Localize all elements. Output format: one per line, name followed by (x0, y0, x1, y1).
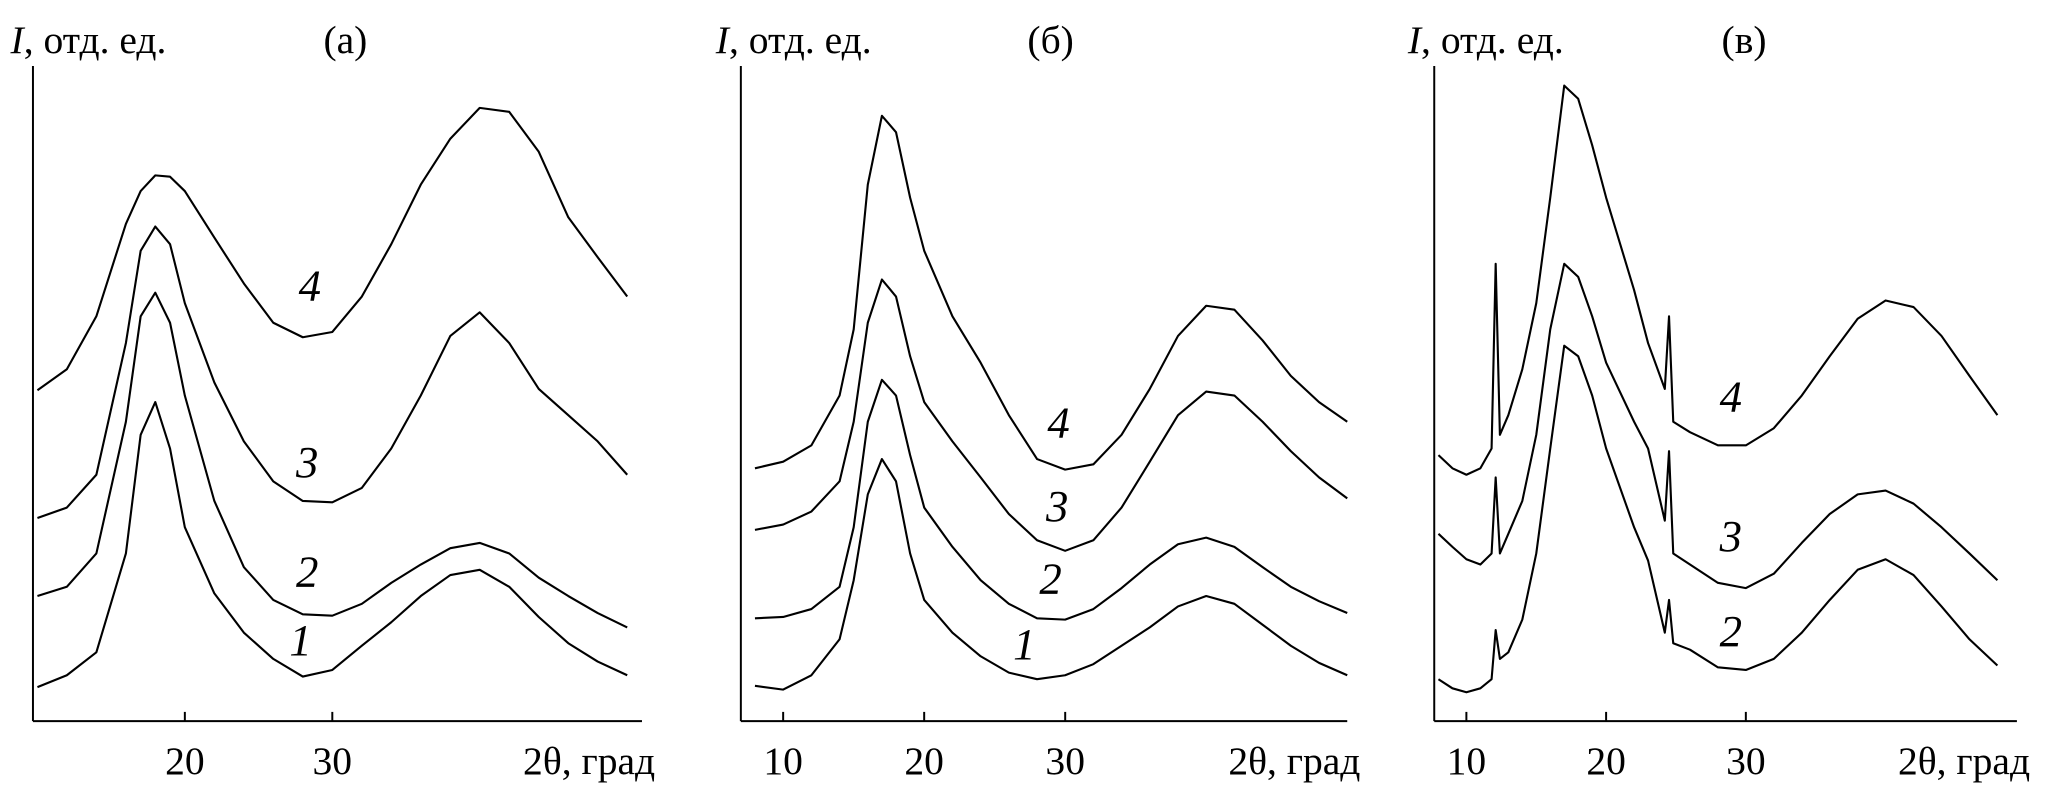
curve (1437, 344, 1999, 694)
x-axis-label: 2θ, град (1228, 739, 1360, 783)
y-axis-label: I, отд. ед. (10, 18, 167, 62)
curve (754, 114, 1348, 471)
x-tick-label: 30 (313, 739, 353, 783)
x-axis-label: 2θ, град (1898, 739, 2030, 783)
curve (36, 106, 629, 392)
curve-label: 1 (1013, 619, 1035, 669)
x-tick-label: 30 (1726, 739, 1766, 783)
curve (754, 278, 1348, 552)
panel-title: (а) (323, 18, 367, 62)
y-axis-label: I, отд. ед. (1407, 18, 1564, 62)
curve-label: 3 (1045, 481, 1068, 531)
curve-label: 4 (1720, 371, 1742, 421)
x-tick-label: 10 (1447, 739, 1487, 783)
curve-label: 4 (299, 261, 321, 311)
curve (37, 225, 629, 519)
curve-label: 2 (1039, 553, 1061, 603)
curve (754, 458, 1348, 691)
curve (37, 401, 628, 689)
y-axis-symbol: I (715, 18, 731, 62)
panel-title: (в) (1722, 18, 1767, 62)
y-axis-symbol: I (1407, 18, 1423, 62)
curve-label: 4 (1047, 398, 1069, 448)
x-tick-label: 10 (763, 739, 803, 783)
curve-label: 3 (295, 437, 318, 487)
curve (37, 291, 628, 629)
x-axis-label: 2θ, град (523, 739, 655, 783)
curve-label: 2 (296, 547, 318, 597)
curve-label: 2 (1720, 606, 1742, 656)
curve-label: 3 (1719, 511, 1742, 561)
x-tick-label: 30 (1045, 739, 1085, 783)
curve (1437, 262, 1999, 590)
x-tick-label: 20 (165, 739, 205, 783)
y-axis-label: I, отд. ед. (715, 18, 872, 62)
x-tick-label: 20 (1586, 739, 1626, 783)
y-axis-unit: , отд. ед. (24, 18, 167, 62)
y-axis-symbol: I (10, 18, 26, 62)
y-axis-unit: , отд. ед. (1421, 18, 1564, 62)
y-axis-unit: , отд. ед. (729, 18, 872, 62)
curve (754, 378, 1348, 621)
curve (1437, 84, 1999, 476)
x-tick-label: 20 (904, 739, 944, 783)
panel-title: (б) (1027, 18, 1073, 62)
curve-label: 1 (289, 615, 311, 665)
